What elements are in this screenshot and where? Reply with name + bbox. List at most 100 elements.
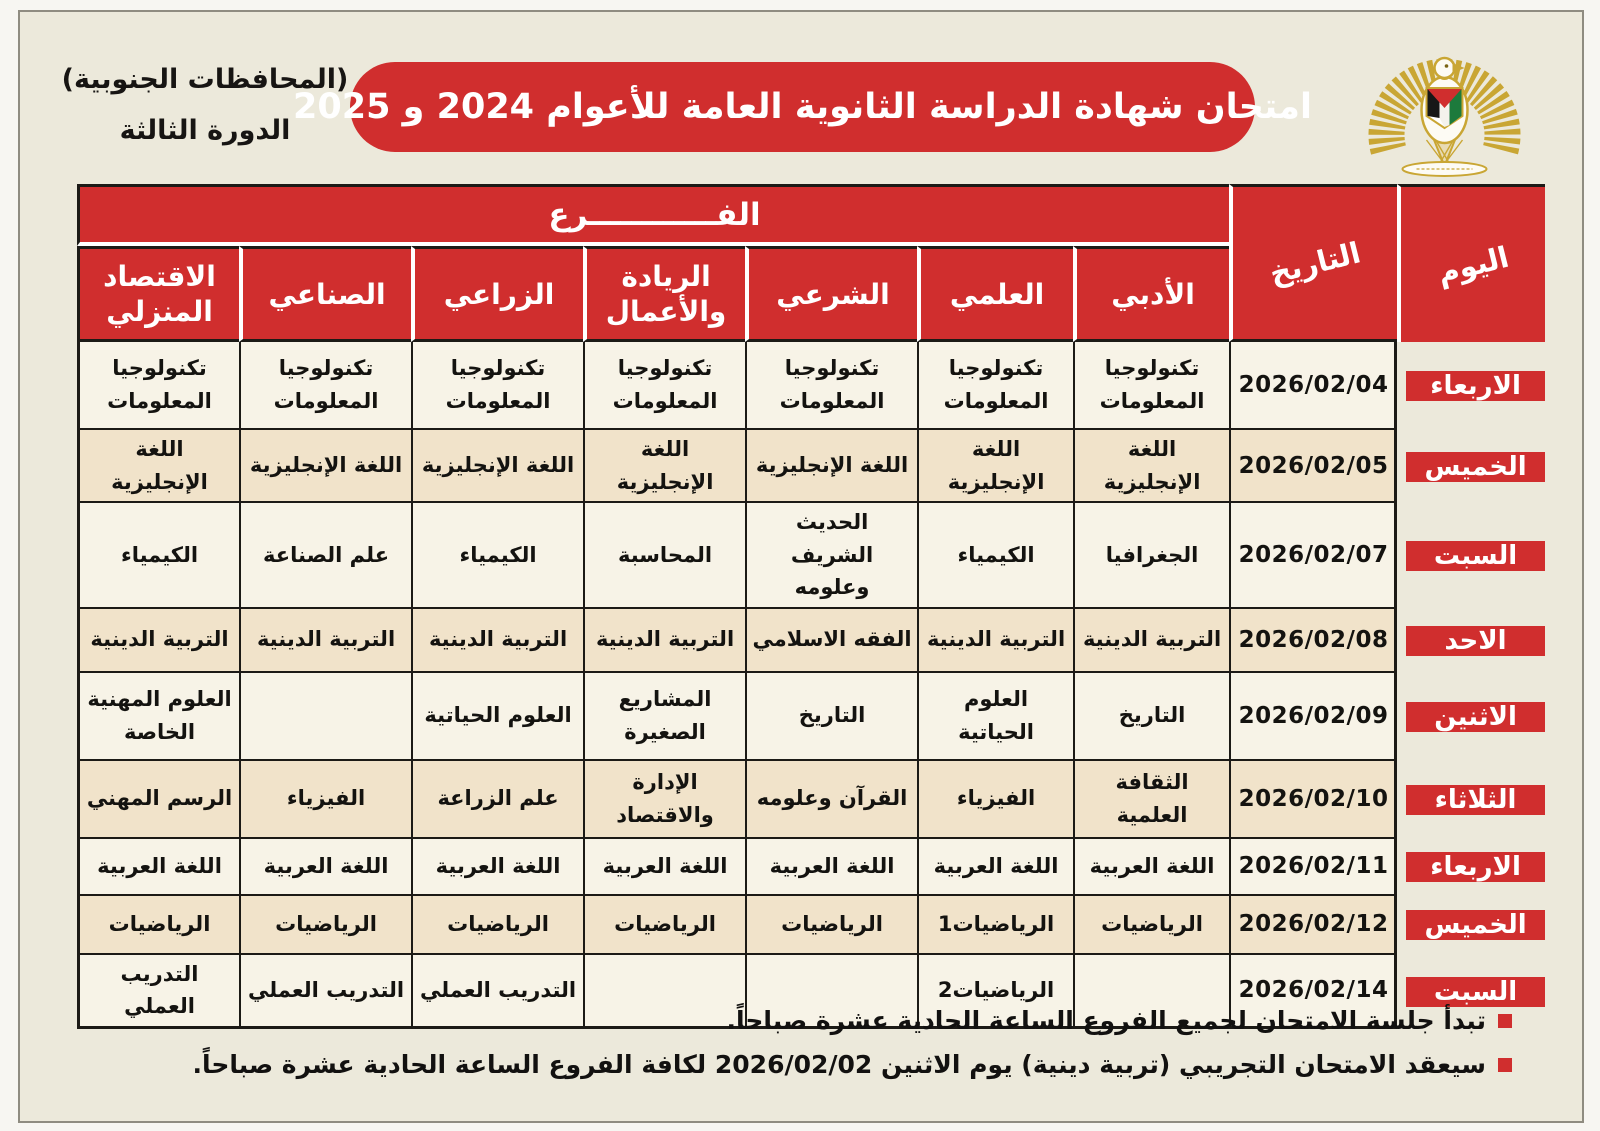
subject-cell: الكيمياء bbox=[77, 503, 240, 609]
subject-cell: علم الصناعة bbox=[239, 503, 412, 609]
subject-cell: التربية الدينية bbox=[77, 608, 240, 673]
subject-cell: اللغة العربية bbox=[239, 838, 412, 896]
subject-cell: تكنولوجيا المعلومات bbox=[411, 342, 584, 430]
day-label: الاربعاء bbox=[1406, 371, 1546, 401]
subject-cell: تكنولوجيا المعلومات bbox=[77, 342, 240, 430]
subject-cell: اللغة الإنجليزية bbox=[77, 430, 240, 504]
region-label: (المحافظات الجنوبية) bbox=[61, 64, 349, 95]
subject-cell: الرياضيات bbox=[583, 895, 746, 955]
date-cell: 2026/02/14 bbox=[1229, 954, 1398, 1029]
day-header-label: اليوم bbox=[1433, 239, 1513, 290]
day-cell: الخميس bbox=[1397, 430, 1546, 504]
date-cell: 2026/02/09 bbox=[1229, 672, 1398, 761]
day-cell: الخميس bbox=[1397, 895, 1546, 955]
subject-cell: الجغرافيا bbox=[1073, 503, 1230, 609]
branch-header-sharii: الشرعي bbox=[745, 246, 918, 342]
subject-cell: اللغة العربية bbox=[77, 838, 240, 896]
day-label: الاثنين bbox=[1406, 701, 1546, 732]
subject-cell bbox=[583, 954, 746, 1029]
day-label: السبت bbox=[1406, 540, 1546, 571]
subject-cell: العلوم المهنية الخاصة bbox=[77, 672, 240, 761]
subject-cell: التربية الدينية bbox=[917, 608, 1074, 673]
palestine-eagle-emblem bbox=[1352, 28, 1537, 178]
subject-cell: اللغة الإنجليزية bbox=[745, 430, 918, 504]
footnote-text: تبدأ جلسة الامتحان لجميع الفروع الساعة ا… bbox=[726, 1006, 1486, 1035]
subject-cell: القرآن وعلومه bbox=[745, 760, 918, 839]
date-column-header: التاريخ bbox=[1229, 184, 1398, 342]
subject-cell bbox=[239, 672, 412, 761]
table-row: الثلاثاء 2026/02/10 الثقافة العلمية الفيزيا… bbox=[77, 760, 1546, 839]
day-label: السبت bbox=[1406, 976, 1546, 1007]
exam-table-body: الاربعاء 2026/02/04 تكنولوجيا المعلومات تكن… bbox=[77, 342, 1546, 1029]
footnote-item: تبدأ جلسة الامتحان لجميع الفروع الساعة ا… bbox=[95, 1006, 1512, 1035]
day-cell: الاربعاء bbox=[1397, 838, 1546, 896]
subject-cell: الرياضيات1 bbox=[917, 895, 1074, 955]
subject-cell: اللغة الإنجليزية bbox=[583, 430, 746, 504]
subject-cell: الفيزياء bbox=[917, 760, 1074, 839]
subject-cell: تكنولوجيا المعلومات bbox=[583, 342, 746, 430]
branch-header-adabi: الأدبي bbox=[1073, 246, 1230, 342]
subject-cell: الرياضيات2 bbox=[917, 954, 1074, 1029]
subject-cell bbox=[745, 954, 918, 1029]
exam-schedule-table: اليوم التاريخ الفــــــــــــرع الأدبي ا… bbox=[77, 184, 1546, 1029]
subject-cell: التدريب العملي bbox=[411, 954, 584, 1029]
subject-cell: الفيزياء bbox=[239, 760, 412, 839]
subject-cell: التربية الدينية bbox=[239, 608, 412, 673]
date-header-label: التاريخ bbox=[1266, 235, 1364, 291]
subject-cell: اللغة الإنجليزية bbox=[239, 430, 412, 504]
subject-cell: التربية الدينية bbox=[583, 608, 746, 673]
date-cell: 2026/02/04 bbox=[1229, 342, 1398, 430]
branch-header-row: الأدبي العلمي الشرعي الريادة والأعمال ال… bbox=[77, 246, 1545, 342]
subject-cell: التربية الدينية bbox=[1073, 608, 1230, 673]
day-label: الخميس bbox=[1406, 910, 1546, 941]
table-row: الاربعاء 2026/02/04 تكنولوجيا المعلومات تكن… bbox=[77, 342, 1546, 430]
subject-cell: الكيمياء bbox=[917, 503, 1074, 609]
subject-cell: الرياضيات bbox=[239, 895, 412, 955]
subject-cell: تكنولوجيا المعلومات bbox=[239, 342, 412, 430]
session-label: الدورة الثالثة bbox=[119, 115, 291, 147]
day-label: الاربعاء bbox=[1406, 852, 1546, 883]
footnote-item: سيعقد الامتحان التجريبي (تربية دينية) يو… bbox=[95, 1050, 1512, 1079]
day-cell: الاحد bbox=[1397, 608, 1546, 673]
subject-cell: التاريخ bbox=[1073, 672, 1230, 761]
day-cell: السبت bbox=[1397, 503, 1546, 609]
subject-cell: تكنولوجيا المعلومات bbox=[1073, 342, 1230, 430]
eagle-icon bbox=[1368, 56, 1521, 177]
footnotes: تبدأ جلسة الامتحان لجميع الفروع الساعة ا… bbox=[95, 1006, 1512, 1094]
day-cell: السبت bbox=[1397, 954, 1546, 1029]
subject-cell: اللغة العربية bbox=[917, 838, 1074, 896]
subject-cell: اللغة الإنجليزية bbox=[917, 430, 1074, 504]
subject-cell: اللغة العربية bbox=[745, 838, 918, 896]
day-label: الخميس bbox=[1406, 451, 1546, 482]
table-row: الخميس 2026/02/05 اللغة الإنجليزية اللغة ال… bbox=[77, 430, 1546, 504]
table-row: الاربعاء 2026/02/11 اللغة العربية اللغة الع… bbox=[77, 838, 1546, 896]
subject-cell: التربية الدينية bbox=[411, 608, 584, 673]
subject-cell: العلوم الحياتية bbox=[411, 672, 584, 761]
date-cell: 2026/02/07 bbox=[1229, 503, 1398, 609]
subject-cell: الرياضيات bbox=[1073, 895, 1230, 955]
subject-cell: المشاريع الصغيرة bbox=[583, 672, 746, 761]
subject-cell: الثقافة العلمية bbox=[1073, 760, 1230, 839]
page-title: امتحان شهادة الدراسة الثانوية العامة للأ… bbox=[293, 87, 1312, 127]
branch-header-ziraai: الزراعي bbox=[411, 246, 584, 342]
branch-band-header: الفــــــــــــرع bbox=[77, 184, 1230, 246]
subject-cell: تكنولوجيا المعلومات bbox=[917, 342, 1074, 430]
subject-cell: المحاسبة bbox=[583, 503, 746, 609]
date-cell: 2026/02/12 bbox=[1229, 895, 1398, 955]
subject-cell: الإدارة والاقتصاد bbox=[583, 760, 746, 839]
subject-cell: اللغة الإنجليزية bbox=[1073, 430, 1230, 504]
bullet-square-icon bbox=[1498, 1013, 1512, 1028]
table-row: السبت 2026/02/07 الجغرافيا الكيمياء الحديث ا… bbox=[77, 503, 1546, 609]
subject-cell: الكيمياء bbox=[411, 503, 584, 609]
region-session-block: (المحافظات الجنوبية) الدورة الثالثة bbox=[60, 54, 350, 157]
date-cell: 2026/02/05 bbox=[1229, 430, 1398, 504]
subject-cell: الرياضيات bbox=[745, 895, 918, 955]
date-cell: 2026/02/11 bbox=[1229, 838, 1398, 896]
day-label: الاحد bbox=[1406, 625, 1546, 656]
subject-cell: علم الزراعة bbox=[411, 760, 584, 839]
subject-cell: التدريب العملي bbox=[77, 954, 240, 1029]
subject-cell: اللغة العربية bbox=[1073, 838, 1230, 896]
subject-cell: الرياضيات bbox=[77, 895, 240, 955]
exam-title-banner: امتحان شهادة الدراسة الثانوية العامة للأ… bbox=[293, 62, 1312, 152]
day-cell: الاثنين bbox=[1397, 672, 1546, 761]
